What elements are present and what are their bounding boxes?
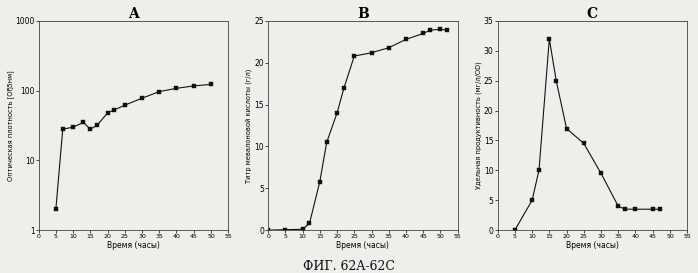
Title: B: B bbox=[357, 7, 369, 21]
Title: C: C bbox=[587, 7, 598, 21]
X-axis label: Время (часы): Время (часы) bbox=[336, 241, 389, 250]
Y-axis label: Удельная продуктивность (мг/л/OD): Удельная продуктивность (мг/л/OD) bbox=[476, 62, 482, 189]
X-axis label: Время (часы): Время (часы) bbox=[566, 241, 619, 250]
X-axis label: Время (часы): Время (часы) bbox=[107, 241, 160, 250]
Text: ФИГ. 62A-62C: ФИГ. 62A-62C bbox=[303, 260, 395, 273]
Y-axis label: Оптическая плотность [ОҔ5нм]: Оптическая плотность [ОҔ5нм] bbox=[7, 70, 14, 181]
Title: A: A bbox=[128, 7, 139, 21]
Y-axis label: Титр мевалоновой кислоты (г/л): Титр мевалоновой кислоты (г/л) bbox=[246, 68, 253, 183]
